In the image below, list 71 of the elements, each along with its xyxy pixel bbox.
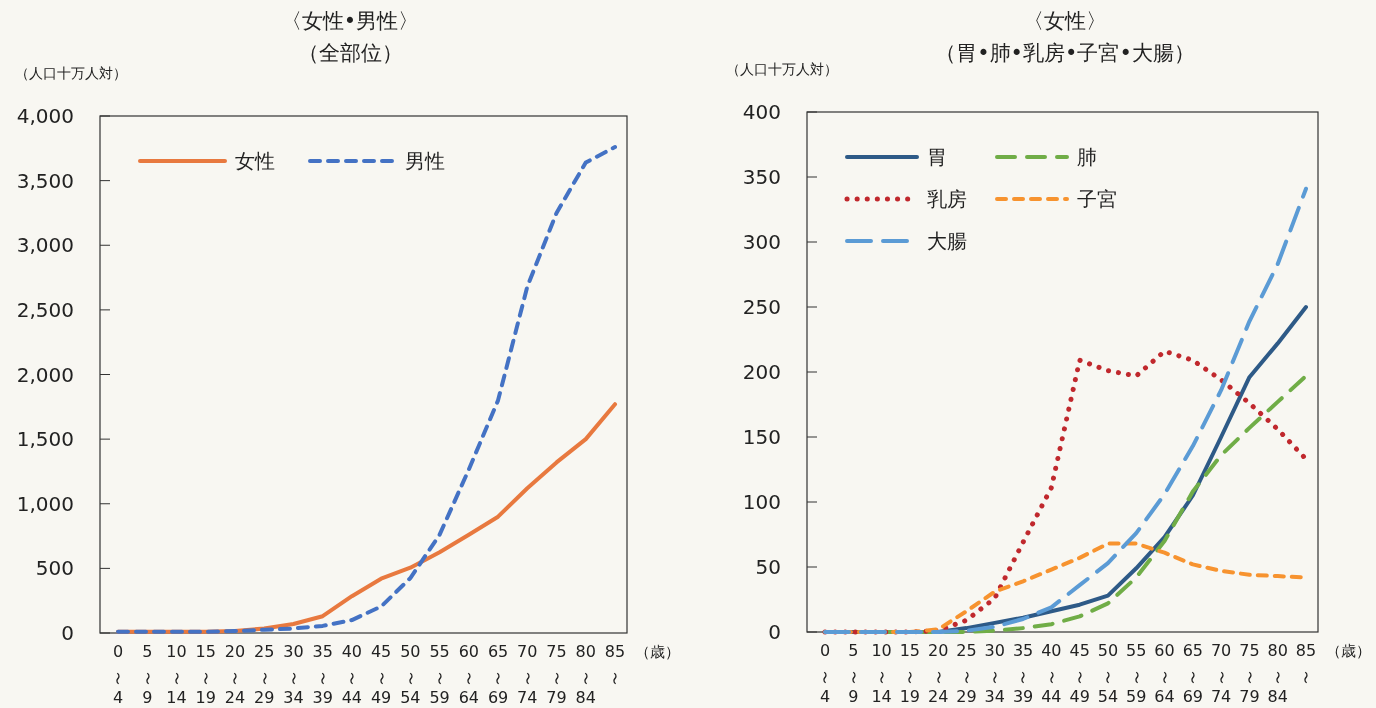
y-tick-label: 350	[742, 165, 781, 189]
y-tick-label: 4,000	[16, 104, 74, 128]
legend-label: 大腸	[927, 229, 967, 253]
y-tick-label: 100	[742, 490, 781, 514]
x-tick-label: 65〜69	[1182, 641, 1203, 706]
x-tick-label: 75〜79	[546, 642, 567, 707]
y-tick-label: 150	[742, 425, 781, 449]
chart-subtitle: （胃•肺•乳房•子宮•大腸）	[935, 41, 1195, 65]
y-tick-label: 3,500	[16, 168, 74, 193]
y-tick-label: 3,000	[16, 233, 74, 258]
x-tick-label: 20〜24	[928, 641, 949, 706]
y-axis-title: （人口十万人対）	[15, 65, 127, 81]
y-tick-label: 2,500	[16, 297, 74, 322]
x-tick-label: 75〜79	[1239, 641, 1260, 706]
x-tick-label: 55〜59	[1126, 641, 1147, 706]
y-tick-label: 1,000	[16, 491, 74, 516]
x-tick-label: 60〜64	[1154, 641, 1175, 706]
y-tick-label: 50	[755, 555, 781, 579]
x-tick-label: 35〜39	[312, 642, 333, 707]
x-tick-label: 60〜64	[458, 642, 479, 707]
legend-label: 子宮	[1077, 187, 1117, 211]
x-tick-label: 5〜9	[845, 641, 861, 706]
chart-title: 〈女性〉	[1023, 9, 1107, 33]
y-tick-label: 2,000	[16, 362, 74, 387]
y-tick-label: 0	[61, 621, 74, 645]
x-tick-label: 80〜84	[575, 642, 596, 707]
y-tick-label: 1,500	[16, 427, 74, 452]
x-tick-label: 50〜54	[1097, 641, 1119, 706]
x-tick-label: 15〜19	[899, 641, 921, 706]
y-axis-title: （人口十万人対）	[726, 61, 838, 77]
line-series	[823, 186, 1308, 634]
x-tick-label: 25〜29	[956, 641, 977, 706]
chart-subtitle: （全部位）	[297, 41, 403, 65]
legend-label: 男性	[405, 149, 445, 173]
x-tick-label: 25〜29	[254, 642, 275, 707]
legend-label: 乳房	[927, 187, 967, 211]
x-tick-label: 70〜74	[1210, 641, 1232, 706]
y-tick-label: 250	[742, 295, 781, 319]
y-tick-label: 500	[35, 556, 74, 581]
x-tick-label: 80〜84	[1267, 641, 1288, 706]
x-tick-label: 0〜4	[110, 642, 126, 707]
x-tick-label: 70〜74	[517, 642, 538, 707]
x-tick-label: 45〜49	[370, 642, 392, 707]
x-axis-title: （歳）	[635, 643, 680, 661]
x-tick-label: 40〜44	[1041, 641, 1062, 706]
x-tick-label: 15〜19	[195, 642, 216, 707]
x-tick-label: 50〜54	[400, 642, 421, 707]
y-tick-label: 300	[742, 230, 781, 254]
x-tick-label: 85〜	[1295, 641, 1317, 684]
x-tick-label: 10〜14	[871, 641, 892, 706]
x-tick-label: 55〜59	[429, 642, 450, 707]
x-tick-label: 35〜39	[1012, 641, 1034, 706]
x-axis-title: （歳）	[1326, 642, 1371, 660]
x-tick-label: 5〜9	[139, 642, 155, 707]
x-tick-label: 45〜49	[1069, 641, 1090, 706]
chart-title: 〈女性•男性〉	[280, 9, 420, 33]
line-series	[116, 145, 617, 634]
x-tick-label: 20〜24	[224, 642, 246, 707]
legend-label: 胃	[927, 145, 947, 169]
x-tick-label: 30〜34	[283, 642, 304, 707]
x-tick-label: 10〜14	[166, 642, 187, 707]
x-tick-label: 40〜44	[341, 642, 363, 707]
x-tick-label: 0〜4	[817, 641, 833, 706]
y-tick-label: 0	[768, 620, 781, 644]
y-tick-label: 200	[742, 360, 781, 384]
legend-label: 女性	[235, 149, 275, 173]
y-tick-label: 400	[742, 100, 781, 124]
x-tick-label: 30〜34	[984, 641, 1005, 706]
x-tick-label: 65〜69	[487, 642, 509, 707]
legend-label: 肺	[1077, 145, 1097, 169]
x-tick-label: 85〜	[604, 642, 626, 685]
